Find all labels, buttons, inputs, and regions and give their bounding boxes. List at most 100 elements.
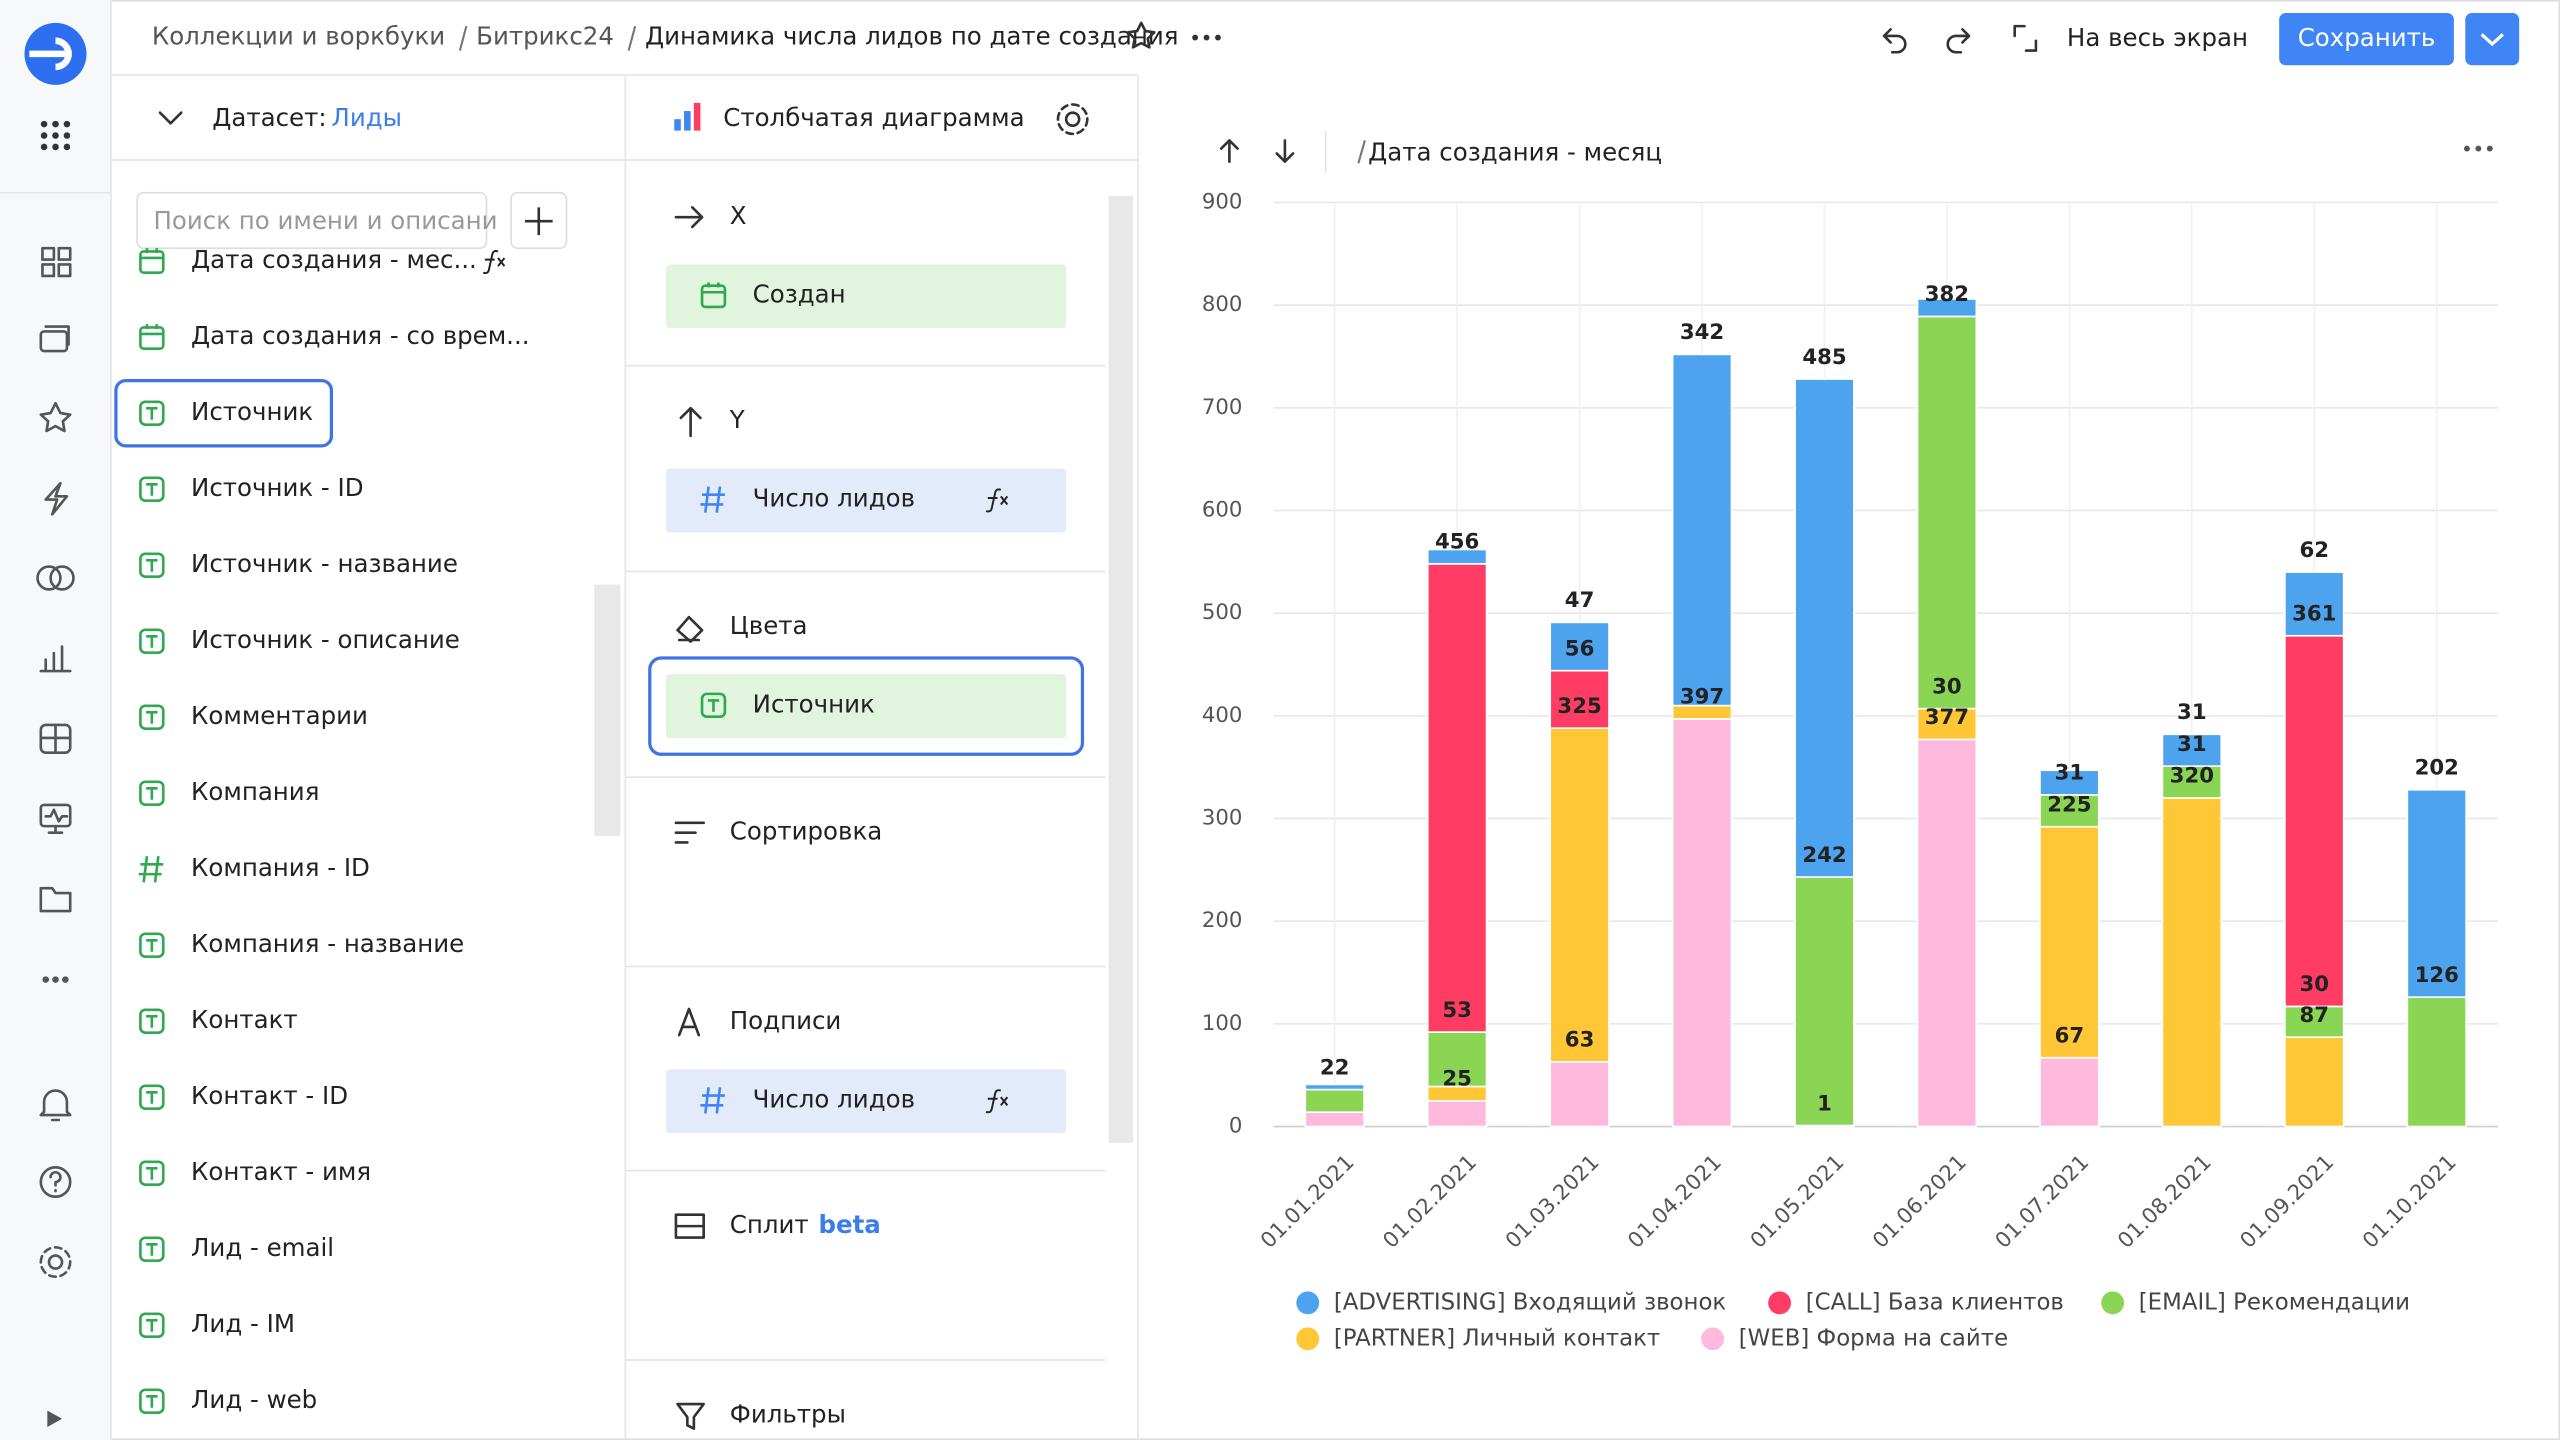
field-name: Контакт - имя [191,1157,371,1186]
field-item[interactable]: Дата создания - мес... [139,245,506,274]
legend-item[interactable]: [CALL] База клиентов [1768,1289,2064,1315]
app-sidebar [0,0,112,1440]
section-icon [674,1213,705,1239]
field-item[interactable]: Лид - email [139,1233,334,1262]
chart-more-button[interactable] [2464,145,2493,152]
data-label: 31 [2177,700,2207,725]
field-name: Дата создания - со врем... [191,321,529,350]
item-box [666,674,1067,738]
field-item[interactable]: Лид - web [139,1385,317,1414]
bar-segment [2039,1056,2100,1128]
bar-segment [2284,1036,2345,1128]
save-menu-button[interactable] [2465,13,2520,66]
nav-dashboards[interactable] [41,246,72,278]
date-field-icon [700,284,727,309]
section-item[interactable]: Источник [648,656,1085,756]
legend-label: [EMAIL] Рекомендации [2139,1289,2410,1315]
item-box [666,1069,1067,1134]
fullscreen-icon[interactable] [2013,24,2038,52]
nav-datasets[interactable] [36,565,75,591]
notifications[interactable] [39,1089,72,1122]
nav-monitoring[interactable] [39,803,72,834]
text-field-glyph [146,1167,158,1180]
chart-header: Дата создания - месяц [1368,137,1662,166]
save-button[interactable] [2279,13,2454,66]
field-item[interactable]: Компания [139,777,319,806]
breadcrumb[interactable]: Коллекции и воркбуки [152,22,445,51]
bar-segment [1916,738,1978,1128]
section-item[interactable]: Создан [666,264,1067,329]
field-item[interactable]: Компания - ID [138,853,370,883]
legend-label: [PARTNER] Личный контакт [1334,1325,1660,1351]
field-item[interactable]: Дата создания - со врем... [139,321,530,350]
field-item[interactable]: Источник - описание [139,625,460,654]
wizard-section: Сплит beta [625,1169,1106,1239]
field-item[interactable]: Комментарии [139,701,368,730]
legend-item[interactable]: [ADVERTISING] Входящий звонок [1296,1289,1726,1315]
favorite-button[interactable] [1126,21,1156,49]
chart-type[interactable]: Столбчатая диаграмма [723,103,1024,132]
nav-files[interactable] [39,886,72,913]
bar-segment [1304,1111,1365,1128]
dataset-label: Датасет: [212,103,326,132]
sort-desc-button[interactable] [1275,139,1295,163]
bar-segment [1426,563,1488,1033]
bar-segment [2284,1005,2345,1039]
apps-menu[interactable] [40,120,71,151]
dataset-collapse[interactable] [158,111,183,125]
bar-segment [1549,669,1610,729]
data-label: 320 [2170,764,2214,789]
chart-settings-button[interactable] [1056,103,1089,136]
chart-type-icon [674,102,701,131]
field-item[interactable]: Источник [114,378,334,448]
fullscreen-button[interactable]: На весь экран [2067,23,2248,52]
field-item[interactable]: Источник - название [139,549,458,578]
section-title: X [730,201,747,230]
settings[interactable] [39,1246,72,1279]
field-search[interactable] [136,191,488,249]
field-item[interactable]: Контакт [139,1005,298,1034]
nav-more[interactable] [42,976,69,983]
wizard-section: Фильтры [625,1359,1106,1430]
nav-charts[interactable] [39,645,72,673]
data-label: 67 [2055,1024,2085,1049]
text-field-glyph [146,483,158,496]
section-item[interactable]: Число лидов [666,1069,1067,1134]
sort-asc-button[interactable] [1219,139,1239,163]
field-item[interactable]: Контакт - имя [139,1157,371,1186]
field-item[interactable]: Компания - название [139,929,464,958]
help[interactable] [39,1166,72,1199]
nav-connections[interactable] [44,481,69,516]
nav-collections[interactable] [39,325,70,353]
text-field-glyph [146,1243,158,1256]
nav-favorites[interactable] [39,401,72,433]
legend-item[interactable]: [PARTNER] Личный контакт [1296,1325,1660,1351]
legend-item[interactable]: [EMAIL] Рекомендации [2101,1289,2410,1315]
field-list: Дата создания - мес... Дата создания - со… [114,245,530,1414]
legend-item[interactable]: [WEB] Форма на сайте [1701,1325,2008,1351]
more-button[interactable] [1192,34,1221,41]
expand-sidebar[interactable] [47,1410,63,1427]
text-field-icon [139,1312,165,1338]
y-tick-label: 400 [1202,703,1243,728]
dataset-name[interactable]: Лиды [331,103,402,132]
redo-button[interactable] [1946,28,1971,54]
text-field-icon [139,780,165,806]
save-menu-chevron [2480,33,2504,47]
text-field-glyph [146,1091,158,1104]
data-label: 30 [2300,972,2330,997]
formula-icon [985,1089,1009,1114]
field-item[interactable]: Источник - ID [139,473,364,502]
nav-widgets[interactable] [39,723,72,754]
bar-segment [1794,378,1855,878]
logo[interactable] [24,22,87,85]
field-item[interactable]: Контакт - ID [139,1081,348,1110]
breadcrumb[interactable]: Битрикс24 [476,22,614,51]
field-item[interactable]: Лид - IM [139,1309,295,1338]
section-item[interactable]: Число лидов [666,468,1067,533]
field-name: Контакт [191,1005,298,1034]
data-label: 62 [2300,538,2330,563]
undo-button[interactable] [1882,28,1907,54]
section-title: Сплит [730,1210,809,1239]
